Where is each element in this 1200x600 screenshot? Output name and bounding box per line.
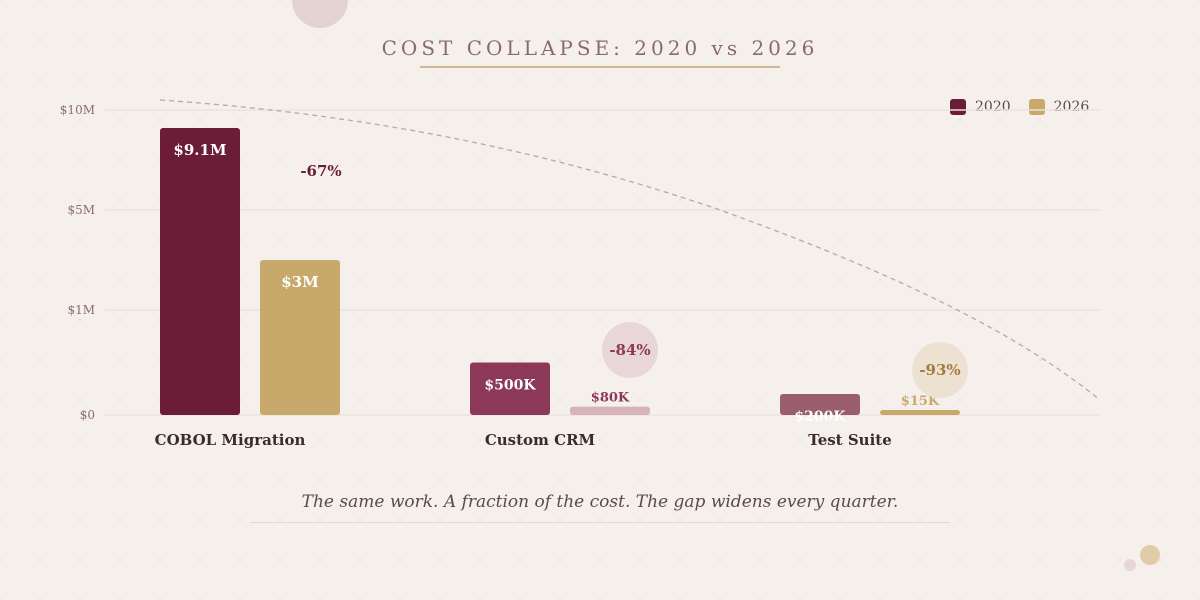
bar-2020-2 — [780, 394, 860, 415]
chart-subtitle: The same work. A fraction of the cost. T… — [301, 492, 899, 512]
category-label-1: Custom CRM — [485, 431, 595, 449]
bar-label-2020-0: $9.1M — [173, 141, 226, 159]
legend-label-2020: 2020 — [975, 99, 1011, 115]
bar-2026-2 — [880, 410, 960, 415]
legend-label-2026: 2026 — [1053, 99, 1090, 115]
title-underline — [420, 66, 780, 68]
bar-2020-0 — [160, 128, 240, 415]
annotation-circle-2 — [912, 342, 968, 398]
y-tick-label: $5M — [67, 203, 95, 217]
decor-circle-bottom-large — [1140, 545, 1160, 565]
y-tick-label: $1M — [67, 303, 95, 317]
legend-item-2020: 2020 — [950, 99, 1011, 115]
bar-2026-1 — [570, 406, 650, 415]
legend-item-2026: 2026 — [1028, 99, 1090, 115]
decor-circle-top — [292, 0, 348, 28]
annotation-label-2: -93% — [919, 361, 960, 379]
decor-circle-bottom-small — [1124, 559, 1136, 571]
chart-title: COST COLLAPSE: 2020 vs 2026 — [381, 36, 819, 60]
legend-swatch-2020 — [950, 99, 966, 115]
legend: 2020 2026 — [950, 99, 1107, 115]
bar-2020-1 — [470, 362, 550, 415]
category-label-2: Test Suite — [808, 431, 892, 449]
bar-2026-0 — [260, 260, 340, 415]
annotation-label-0: -67% — [300, 162, 341, 180]
legend-swatch-2026 — [1028, 99, 1045, 115]
category-label-0: COBOL Migration — [155, 431, 306, 449]
bar-label-2020-2: $200K — [794, 409, 846, 425]
subtitle-underline — [250, 522, 950, 523]
trend-line — [159, 99, 1101, 401]
annotation-circle-1 — [602, 322, 658, 378]
bar-label-2026-1: $80K — [591, 391, 630, 406]
bar-label-2020-1: $500K — [484, 378, 536, 394]
bar-label-2026-0: $3M — [281, 273, 318, 291]
bar-label-2026-2: $15K — [901, 394, 940, 409]
y-tick-label: $10M — [60, 103, 95, 117]
y-tick-label: $0 — [80, 408, 95, 422]
annotation-label-1: -84% — [609, 341, 650, 359]
